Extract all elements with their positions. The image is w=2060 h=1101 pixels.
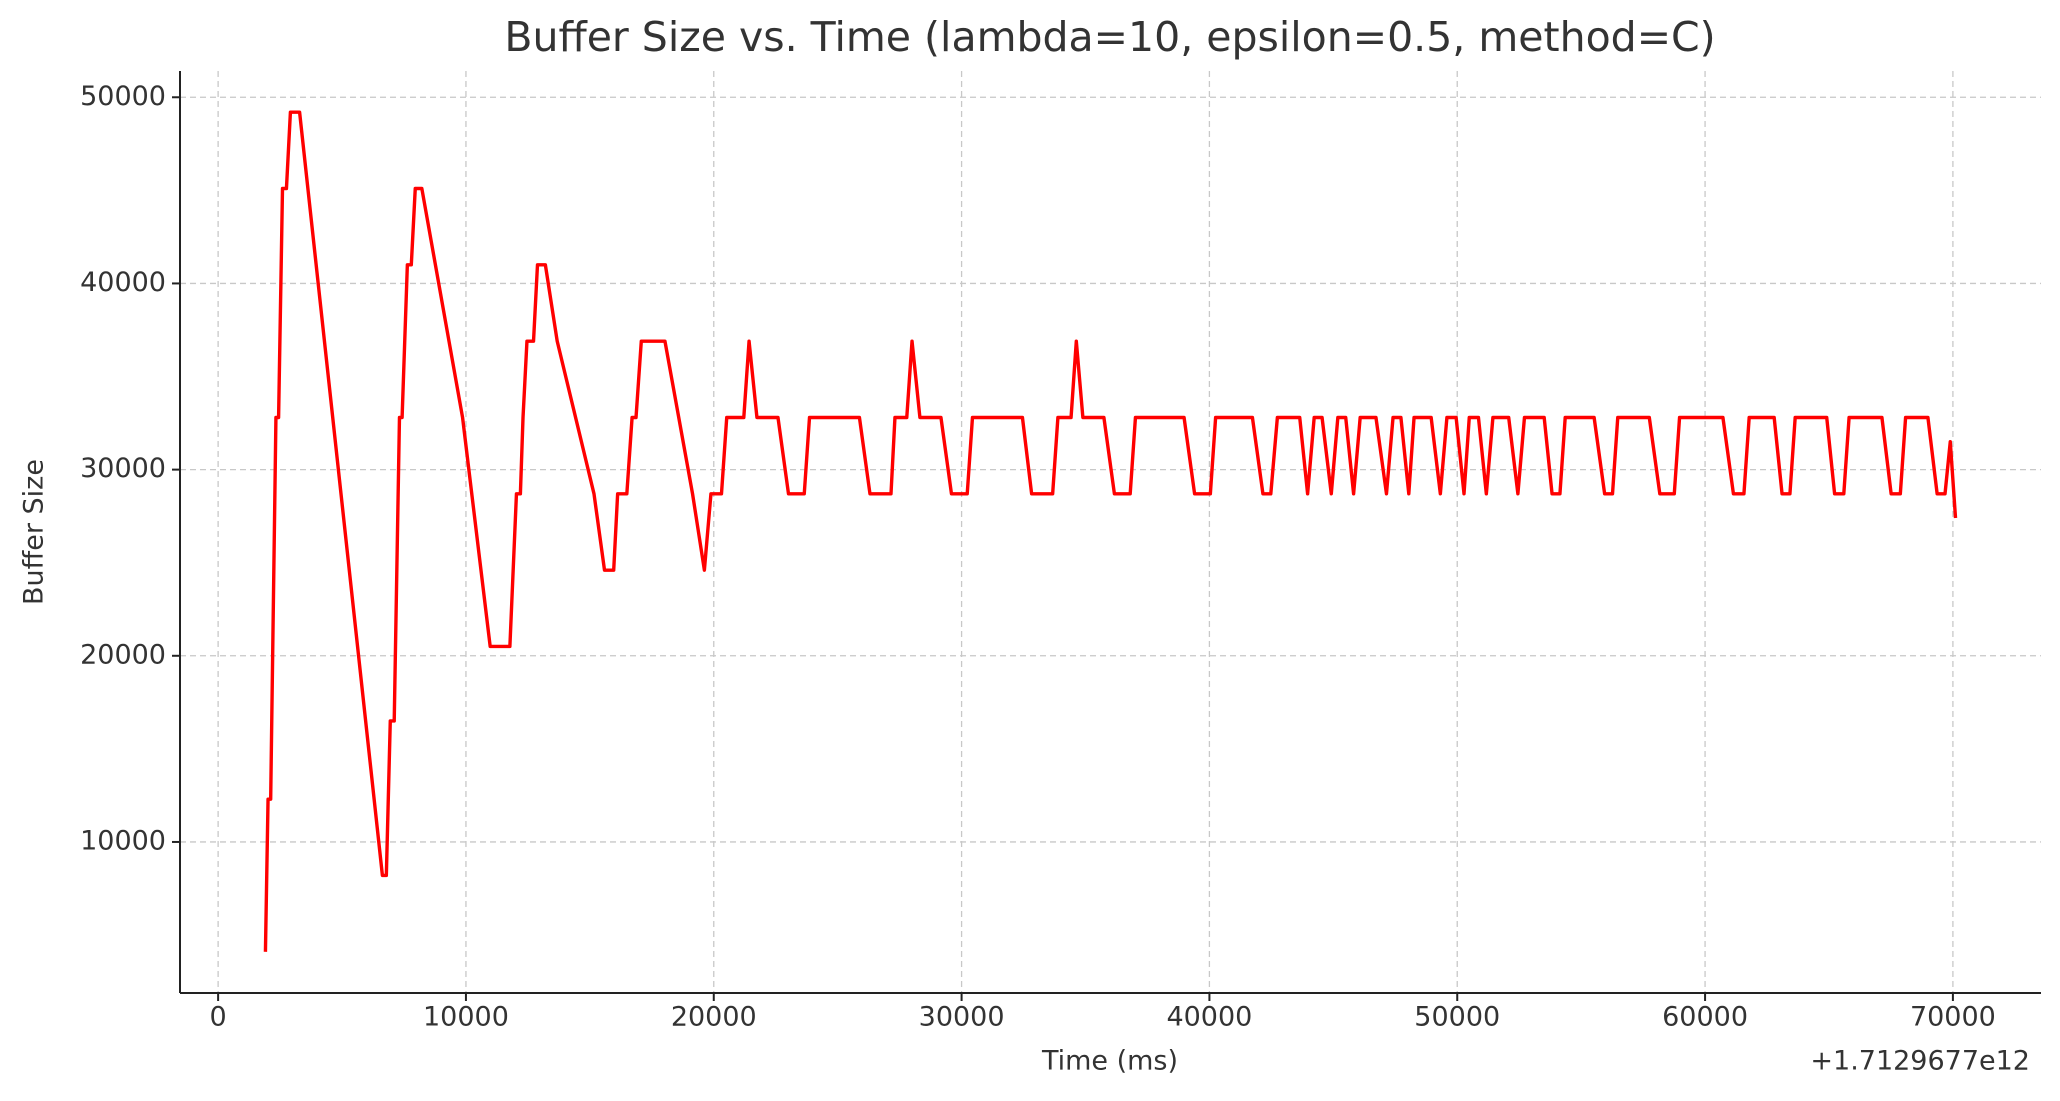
x-tick-label: 20000	[671, 1002, 757, 1033]
x-offset-label: +1.7129677e12	[1810, 1046, 2030, 1077]
x-tick-label: 10000	[423, 1002, 509, 1033]
x-tick-label: 60000	[1662, 1002, 1748, 1033]
x-tick-label: 70000	[1910, 1002, 1996, 1033]
y-tick-label: 50000	[80, 81, 166, 112]
y-tick-label: 20000	[80, 639, 166, 670]
y-tick-label: 30000	[80, 453, 166, 484]
x-axis-label: Time (ms)	[1041, 1046, 1178, 1077]
y-axis-label: Buffer Size	[19, 459, 50, 605]
x-tick-label: 40000	[1166, 1002, 1252, 1033]
x-tick-label: 50000	[1414, 1002, 1500, 1033]
x-tick-label: 30000	[919, 1002, 1005, 1033]
data-line	[263, 110, 1958, 952]
y-tick-label: 40000	[80, 267, 166, 298]
x-tick-label: 0	[210, 1002, 227, 1033]
chart-title: Buffer Size vs. Time (lambda=10, epsilon…	[504, 13, 1715, 61]
y-tick-label: 10000	[80, 825, 166, 856]
